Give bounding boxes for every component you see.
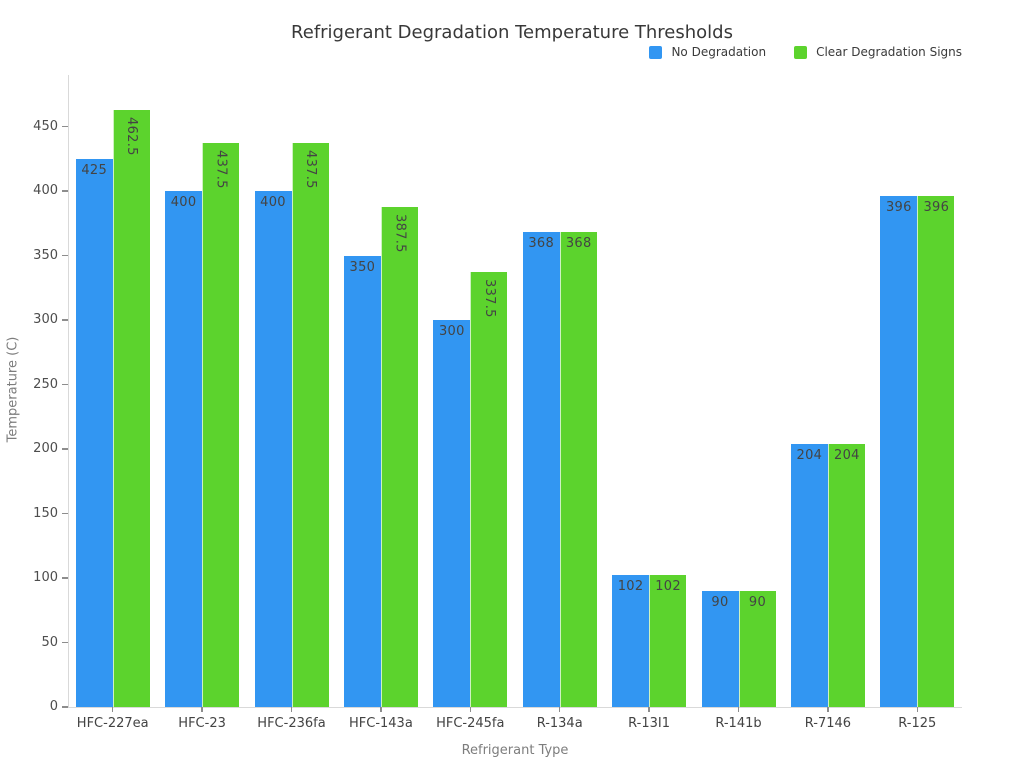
x-tick-mark [559, 707, 561, 712]
y-tick-mark [62, 254, 68, 257]
bar-value-label: 90 [748, 594, 767, 610]
bar-value-label: 400 [260, 195, 286, 211]
bar-clear-degradation-signs: 437.5 [202, 142, 240, 707]
legend-item-0: No Degradation [649, 45, 766, 59]
chart-title: Refrigerant Degradation Temperature Thre… [291, 22, 733, 43]
x-axis-line [68, 706, 962, 708]
x-axis-title: Refrigerant Type [461, 743, 569, 758]
y-axis-line [68, 75, 70, 707]
y-axis-title: Temperature (C) [5, 336, 21, 443]
bar-value-label: 437.5 [303, 149, 318, 189]
bar-value-label: 368 [528, 236, 555, 252]
y-tick-label: 0 [49, 699, 58, 714]
bar-value-label: 396 [923, 200, 950, 216]
bar-no-degradation: 204 [790, 443, 828, 707]
x-tick-label: HFC-143a [348, 716, 413, 731]
plot-area: 0 50 100 150 200 250 300 350 400 450 425 462.5 HFC-2… [33, 75, 962, 731]
y-tick-label: 50 [41, 634, 58, 650]
bar-clear-degradation-signs: 387.5 [380, 207, 418, 707]
legend-swatch-icon [649, 45, 663, 59]
y-tick-label: 150 [33, 505, 58, 521]
y-tick-mark [62, 706, 68, 708]
y-tick-mark [62, 448, 68, 450]
bar-no-degradation: 396 [880, 196, 918, 707]
x-tick-mark [737, 707, 740, 712]
bar-no-degradation: 300 [433, 320, 471, 707]
bar-clear-degradation-signs: 102 [649, 575, 687, 707]
x-tick-mark [112, 707, 114, 712]
x-tick-label: R-7146 [804, 716, 852, 731]
y-tick-mark [62, 125, 68, 128]
bar-clear-degradation-signs: 462.5 [112, 110, 150, 707]
y-tick-label: 100 [33, 570, 58, 586]
x-tick-label: R-125 [898, 716, 937, 731]
legend-label: Clear Degradation Signs [816, 45, 962, 59]
bar-value-label: 437.5 [213, 149, 229, 189]
bar-value-label: 102 [655, 579, 681, 595]
legend-item-1: Clear Degradation Signs [794, 45, 962, 59]
x-tick-label: HFC-23 [178, 716, 226, 731]
x-tick-mark [827, 707, 829, 712]
bar-value-label: 90 [711, 594, 729, 610]
x-tick-mark [916, 707, 918, 712]
y-tick-label: 400 [33, 183, 58, 199]
bar-value-label: 204 [834, 447, 860, 463]
bar-clear-degradation-signs: 396 [917, 196, 955, 707]
y-tick-mark [62, 641, 68, 644]
y-tick-mark [62, 512, 68, 515]
y-tick-mark [62, 190, 68, 192]
y-tick-mark [62, 577, 68, 579]
x-tick-mark [469, 707, 471, 712]
y-tick-mark [62, 319, 68, 321]
bar-no-degradation: 102 [612, 575, 650, 707]
bar-clear-degradation-signs: 437.5 [291, 142, 329, 707]
bar-no-degradation: 400 [254, 191, 292, 707]
bar-clear-degradation-signs: 337.5 [470, 271, 508, 707]
bar-value-label: 102 [617, 579, 644, 595]
x-tick-label: HFC-236fa [257, 716, 326, 731]
y-tick-label: 350 [33, 247, 58, 263]
bar-no-degradation: 350 [343, 255, 381, 707]
bar-value-label: 350 [349, 259, 376, 275]
bar-value-label: 462.5 [124, 117, 140, 157]
bar-value-label: 425 [81, 162, 108, 178]
bar-no-degradation: 400 [165, 191, 203, 707]
bar-clear-degradation-signs: 368 [559, 232, 597, 707]
y-tick-label: 300 [33, 312, 58, 328]
bar-no-degradation: 368 [522, 232, 560, 707]
bar-value-label: 387.5 [392, 214, 408, 253]
bar-no-degradation: 425 [75, 158, 113, 707]
y-tick-label: 200 [33, 441, 58, 457]
bar-value-label: 368 [565, 236, 592, 252]
bar-value-label: 337.5 [481, 278, 497, 318]
bar-clear-degradation-signs: 204 [827, 443, 865, 707]
x-tick-label: HFC-227ea [76, 716, 149, 731]
bar-value-label: 396 [885, 200, 912, 216]
x-tick-mark [290, 707, 293, 712]
legend: No Degradation Clear Degradation Signs [649, 45, 962, 59]
legend-swatch-icon [794, 45, 808, 59]
x-tick-label: R-134a [536, 716, 583, 731]
bar-no-degradation: 90 [701, 590, 739, 707]
y-tick-label: 450 [33, 118, 58, 134]
bar-value-label: 300 [438, 324, 465, 340]
bar-value-label: 204 [796, 447, 823, 463]
x-tick-mark [201, 707, 203, 712]
bar-clear-degradation-signs: 90 [738, 590, 776, 707]
y-tick-label: 250 [33, 376, 58, 392]
y-tick-mark [62, 383, 68, 386]
x-tick-label: R-13I1 [628, 716, 671, 731]
x-tick-label: HFC-245fa [436, 716, 505, 731]
bar-value-label: 400 [170, 195, 197, 211]
legend-label: No Degradation [671, 45, 767, 59]
x-tick-label: R-141b [715, 716, 762, 731]
x-tick-mark [648, 707, 650, 712]
x-tick-mark [380, 707, 382, 712]
